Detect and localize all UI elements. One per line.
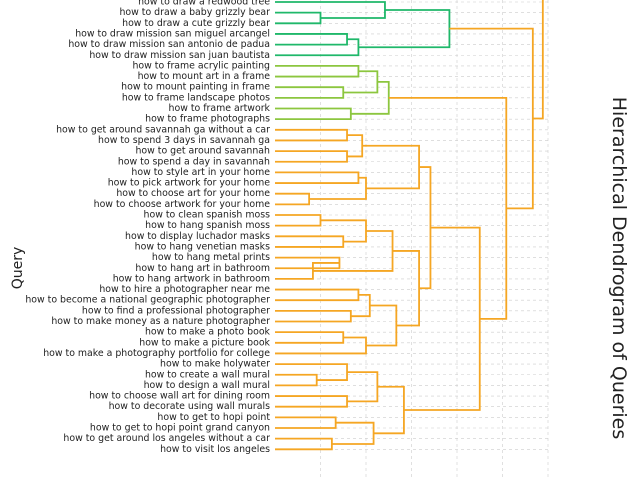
leaf-label: how to mount painting in frame — [121, 82, 270, 93]
dendrogram-link — [347, 371, 379, 403]
dendrogram-link — [449, 27, 534, 210]
leaf-label: how to draw mission san antonio de padua — [68, 39, 270, 50]
leaf-label: how to choose wall art for dining room — [89, 391, 270, 402]
leaf-label: how to make a photography portfolio for … — [43, 348, 270, 359]
dendrogram-link — [275, 336, 367, 355]
dendrogram-link — [362, 144, 420, 190]
dendrogram-link — [275, 288, 360, 302]
dendrogram-link — [275, 416, 337, 429]
dendrogram-link — [275, 38, 360, 57]
dendrogram-link — [388, 96, 508, 320]
leaf-label: how to draw a redwood tree — [138, 0, 270, 8]
dendrogram-link — [275, 363, 348, 381]
leaf-label: how to frame photographs — [145, 114, 270, 125]
dendrogram-link — [275, 128, 348, 142]
dendrogram-link — [275, 214, 322, 227]
leaf-label: how to find a professional photographer — [82, 305, 270, 316]
leaf-label: how to style art in your home — [131, 167, 270, 178]
leaf-label: how to frame landscape photos — [122, 92, 270, 103]
leaf-label: how to frame acrylic painting — [132, 60, 270, 71]
leaf-label: how to visit los angeles — [160, 444, 270, 455]
leaf-label: how to get to hopi point — [157, 412, 270, 423]
leaf-label: how to hire a photographer near me — [99, 284, 270, 295]
leaf-label: how to hang venetian masks — [135, 241, 270, 252]
y-axis-label: Query — [10, 247, 26, 290]
leaf-label: how to spend a day in savannah — [118, 156, 270, 167]
dendrogram-link — [392, 250, 420, 327]
dendrogram-link — [275, 65, 360, 78]
leaf-label: how to draw a cute grizzly bear — [122, 18, 270, 29]
dendrogram-link — [366, 304, 398, 347]
leaf-label: how to make holywater — [160, 359, 270, 370]
leaf-label: how to get around savannah — [135, 146, 270, 157]
leaf-label: how to frame artwork — [169, 103, 271, 114]
chart-title: Hierarchical Dendrogram of Queries — [608, 97, 630, 440]
leaf-label: how to draw mission san juan bautista — [89, 50, 270, 61]
dendrogram-link — [275, 395, 348, 408]
leaf-label: how to clean spanish moss — [144, 210, 271, 221]
leaf-label: how to pick artwork for your home — [108, 178, 271, 189]
leaf-label: how to decorate using wall murals — [109, 401, 271, 412]
dendrogram-link — [403, 226, 481, 411]
leaf-label: how to hang spanish moss — [145, 220, 270, 231]
dendrogram-root-link — [532, 0, 544, 120]
leaf-label: how to choose artwork for your home — [94, 199, 271, 210]
dendrogram-link — [275, 86, 345, 99]
leaf-label: how to get around los angeles without a … — [63, 433, 270, 444]
dendrogram-link — [419, 166, 432, 290]
leaf-label: how to become a national geographic phot… — [25, 295, 270, 306]
dendrogram-link — [343, 70, 379, 94]
leaf-label: how to hang artwork in bathroom — [113, 273, 270, 284]
leaf-label: how to design a wall mural — [144, 380, 270, 391]
dendrogram-link — [350, 293, 371, 318]
dendrogram-link — [275, 33, 348, 46]
dendrogram-link — [275, 1, 386, 19]
dendrogram-link — [358, 9, 451, 49]
dendrogram-link — [275, 373, 318, 387]
leaf-label: how to make money as a nature photograph… — [51, 316, 270, 327]
dendrogram-link — [275, 331, 345, 344]
dendrogram-link — [275, 11, 322, 25]
leaf-label: how to hang metal prints — [152, 252, 270, 263]
dendrogram-link — [275, 437, 333, 451]
leaf-label: how to create a wall mural — [145, 369, 270, 380]
dendrogram-links — [275, 0, 544, 451]
dendrogram-link — [275, 107, 352, 121]
leaf-label: how to choose art for your home — [116, 188, 270, 199]
dendrogram-link — [347, 134, 364, 158]
dendrogram-link — [275, 235, 345, 248]
leaf-label: how to get to hopi point grand canyon — [90, 423, 270, 434]
leaf-label: how to draw mission san miguel arcangel — [75, 28, 270, 39]
leaf-label: how to hang art in bathroom — [135, 263, 270, 274]
leaf-label: how to mount art in a frame — [138, 71, 271, 82]
dendrogram-link — [275, 309, 352, 323]
leaf-label: how to display luchador masks — [125, 231, 270, 242]
dendrogram-link — [275, 171, 360, 184]
leaf-label: how to make a picture book — [139, 337, 270, 348]
leaf-label: how to spend 3 days in savannah ga — [98, 135, 270, 146]
dendrogram-link — [275, 150, 348, 163]
dendrogram-link — [309, 176, 367, 200]
leaf-label: how to make a photo book — [145, 327, 271, 338]
dendrogram-link — [331, 421, 375, 445]
leaf-label: how to draw a baby grizzly bear — [119, 7, 270, 18]
dendrogram-link — [275, 192, 311, 206]
leaf-label: how to get around savannah ga without a … — [56, 124, 270, 135]
